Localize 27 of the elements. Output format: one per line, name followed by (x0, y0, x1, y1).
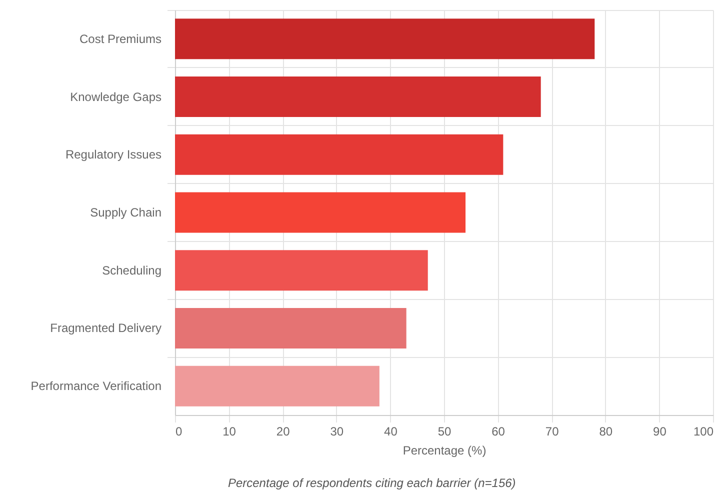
x-tick-label: 10 (222, 424, 236, 438)
y-tick-label: Scheduling (102, 263, 162, 278)
y-tick-label: Knowledge Gaps (70, 90, 162, 104)
bar (175, 134, 504, 175)
y-tick-label: Regulatory Issues (65, 148, 162, 162)
x-tick-label: 0 (176, 424, 182, 438)
bar (175, 308, 406, 348)
x-axis-title: Percentage (%) (402, 444, 486, 458)
x-tick-label: 30 (330, 424, 344, 438)
bar (175, 192, 466, 233)
x-tick-label: 60 (492, 424, 506, 438)
x-tick-label: 80 (599, 424, 613, 438)
bar (175, 76, 541, 118)
y-tick-label: Supply Chain (90, 206, 162, 220)
x-tick-label: 100 (693, 424, 714, 438)
text: Percentage of respondents citing each barrier (n=156) (228, 476, 516, 490)
x-tick-label: 20 (276, 424, 290, 438)
bar (175, 18, 595, 60)
y-tick-label: Fragmented Delivery (50, 321, 162, 336)
bar (175, 250, 428, 291)
y-tick-label: Performance Verification (30, 379, 162, 394)
x-tick-label: 40 (384, 424, 398, 438)
y-tick-label: Cost Premiums (79, 32, 162, 46)
x-tick-label: 70 (545, 424, 560, 438)
x-tick-label: 90 (653, 424, 667, 438)
x-tick-label: 50 (438, 424, 452, 438)
bar (175, 366, 380, 406)
